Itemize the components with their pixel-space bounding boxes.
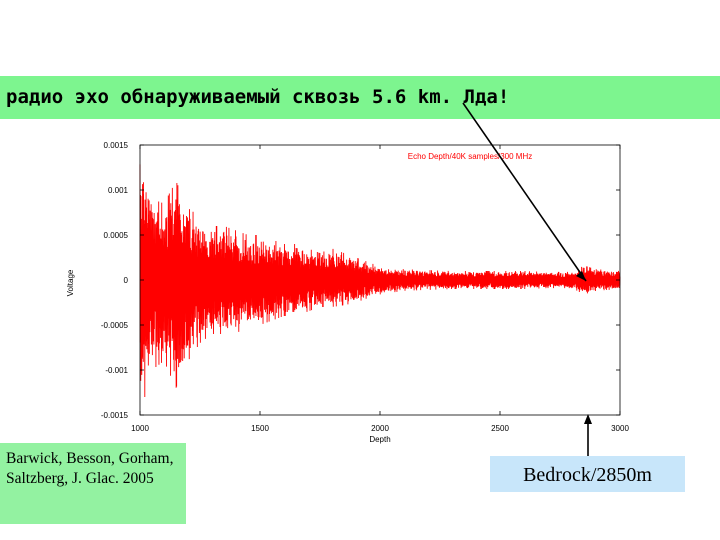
y-tick-label: 0.0005 [104,231,129,240]
x-tick-label: 3000 [611,424,629,433]
x-axis-label: Depth [369,435,390,444]
y-axis-ticks: 0.0015 0.001 0.0005 0 -0.0005 -0.001 -0.0015 [101,141,620,420]
arrow-bedrock-head [584,414,592,424]
waveform-line [139,164,621,398]
arrow-echo-pointer [462,102,587,282]
y-tick-label: 0.0015 [104,141,129,150]
y-tick-label: -0.0015 [101,411,129,420]
y-tick-label: 0 [124,276,129,285]
y-tick-label: -0.001 [105,366,128,375]
x-tick-label: 2000 [371,424,389,433]
slide-title-banner: радио эхо обнаруживаемый сквозь 5.6 km. … [0,76,720,119]
x-axis-ticks: 1000 1500 2000 2500 3000 [131,145,629,433]
arrow-echo-head [576,271,586,281]
citation-box: Barwick, Besson, Gorham, Saltzberg, J. G… [0,443,186,524]
y-tick-label: 0.001 [108,186,129,195]
y-axis-label: Voltage [66,269,75,296]
x-tick-label: 1000 [131,424,149,433]
x-tick-label: 1500 [251,424,269,433]
waveform-series [139,164,621,398]
chart-title: Echo Depth/40K samples/300 MHz [408,152,533,161]
x-tick-label: 2500 [491,424,509,433]
bedrock-label: Bedrock/2850m [490,456,685,492]
y-tick-label: -0.0005 [101,321,129,330]
